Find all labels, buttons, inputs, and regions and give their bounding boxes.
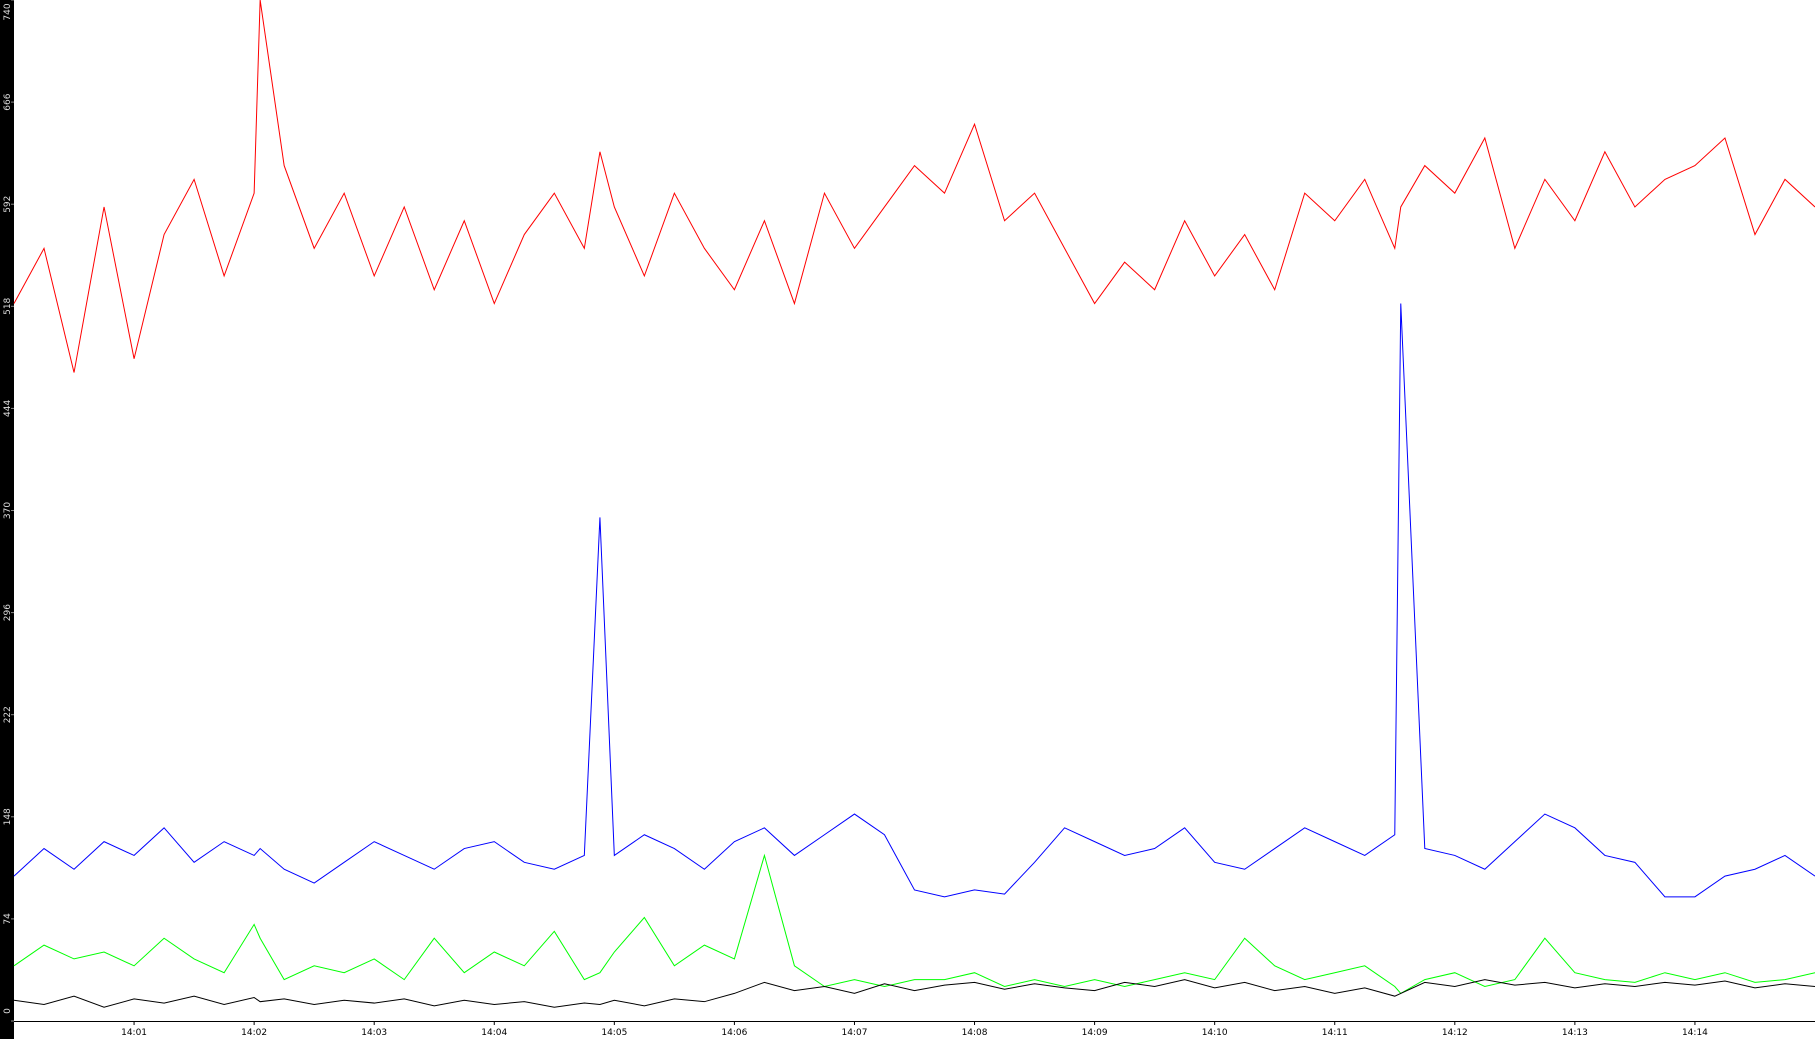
x-tick-label: 14:05 bbox=[601, 1028, 627, 1038]
y-tick-label: 666 bbox=[3, 93, 13, 110]
y-tick-label: 370 bbox=[3, 502, 13, 519]
y-tick-label: 592 bbox=[3, 196, 13, 213]
y-tick-label: 296 bbox=[3, 604, 13, 621]
x-tick-label: 14:08 bbox=[962, 1028, 988, 1038]
x-tick-label: 14:13 bbox=[1562, 1028, 1588, 1038]
x-tick-label: 14:10 bbox=[1202, 1028, 1228, 1038]
x-tick-label: 14:04 bbox=[481, 1028, 507, 1038]
x-tick-label: 14:09 bbox=[1082, 1028, 1108, 1038]
y-tick-label: 222 bbox=[3, 706, 13, 723]
series-line bbox=[13, 853, 1815, 995]
x-tick-label: 14:07 bbox=[841, 1028, 867, 1038]
x-tick-label: 14:03 bbox=[361, 1028, 387, 1038]
y-tick-label: 444 bbox=[3, 400, 13, 417]
x-tick-label: 14:12 bbox=[1442, 1028, 1468, 1038]
y-tick-label: 740 bbox=[3, 3, 13, 20]
series-line bbox=[13, 303, 1815, 898]
x-tick-label: 14:06 bbox=[721, 1028, 747, 1038]
y-tick-label: 0 bbox=[3, 1008, 13, 1014]
y-tick-label: 518 bbox=[3, 297, 13, 314]
y-tick-label: 74 bbox=[3, 913, 13, 925]
x-tick-label: 14:14 bbox=[1682, 1028, 1708, 1038]
y-axis-strip bbox=[0, 0, 14, 1039]
x-tick-label: 14:02 bbox=[241, 1028, 267, 1038]
x-tick-label: 14:11 bbox=[1322, 1028, 1348, 1038]
y-tick-label: 148 bbox=[3, 808, 13, 825]
x-tick-label: 14:01 bbox=[121, 1028, 147, 1038]
series-line bbox=[13, 979, 1815, 1008]
series-line bbox=[13, 0, 1815, 373]
